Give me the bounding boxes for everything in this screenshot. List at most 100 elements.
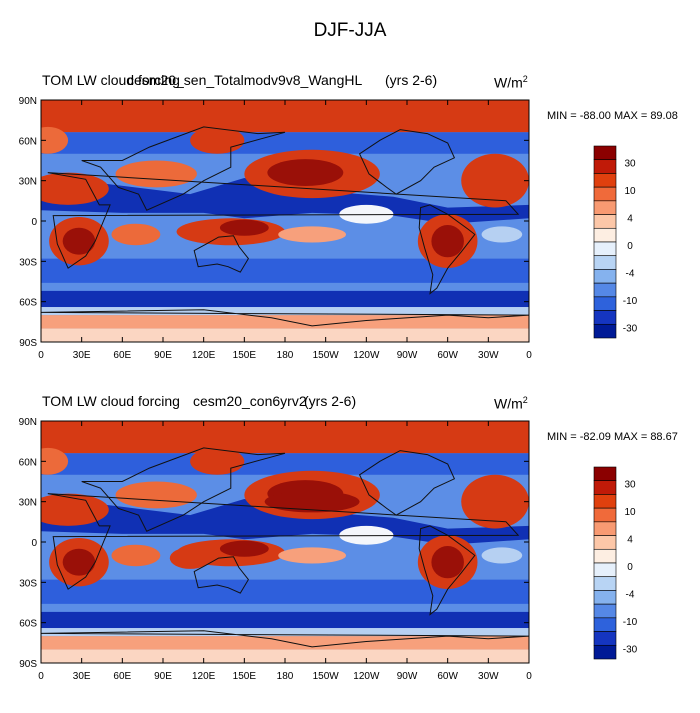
blob-north-atlantic xyxy=(461,474,529,529)
lon-tick-label: 150E xyxy=(233,350,257,361)
lon-tick-label: 180 xyxy=(277,671,294,682)
lon-tick-label: 180 xyxy=(277,350,294,361)
lat-tick-label: 0 xyxy=(31,538,37,549)
lat-tick-label: 90N xyxy=(19,96,37,107)
lat-tick-label: 60N xyxy=(19,136,37,147)
lon-tick-label: 150W xyxy=(313,671,340,682)
colorbar-swatch xyxy=(593,603,617,619)
colorbar-swatch xyxy=(593,159,617,174)
lon-tick-label: 60E xyxy=(113,671,131,682)
lon-tick-label: 30E xyxy=(73,350,91,361)
lat-tick-label: 60N xyxy=(19,457,37,468)
lat-tick-label: 60S xyxy=(19,619,37,630)
blob-north-tropics xyxy=(41,178,529,224)
lon-tick-label: 90W xyxy=(397,350,418,361)
panel-case-label: cesm20_con6yrv2 xyxy=(193,393,307,409)
lon-tick-label: 0 xyxy=(38,350,44,361)
colorbar-label: 10 xyxy=(624,507,636,518)
colorbar-label: -4 xyxy=(626,268,635,279)
colorbar-swatch xyxy=(593,507,617,523)
band-arctic xyxy=(41,100,529,133)
coastline-2 xyxy=(418,204,476,295)
band-south-storm xyxy=(41,290,529,308)
band-south-ice xyxy=(41,628,529,637)
colorbar-label: -30 xyxy=(623,323,638,334)
panel-variable-label: TOM LW cloud forcing xyxy=(42,393,180,409)
colorbar-swatch xyxy=(593,255,617,270)
lon-tick-label: 90E xyxy=(154,350,172,361)
units-label: W/m2 xyxy=(494,395,528,412)
colorbar-swatch xyxy=(593,241,617,257)
colorbar-swatch xyxy=(593,576,617,591)
blob-south-america-core xyxy=(431,546,464,579)
band-antarctic xyxy=(41,636,529,650)
colorbar-swatch xyxy=(593,644,617,660)
band-south-ice xyxy=(41,307,529,316)
colorbar-swatch xyxy=(593,227,617,243)
blob-australia-west xyxy=(169,547,211,569)
colorbar-label: 10 xyxy=(624,186,636,197)
colorbar: 30 10 4 0 -4 -10 -30 xyxy=(593,466,638,660)
lon-tick-label: 30E xyxy=(73,671,91,682)
lat-tick-label: 30N xyxy=(19,498,37,509)
blob-asia xyxy=(115,481,197,509)
coastline-1 xyxy=(193,556,250,594)
colorbar-swatch xyxy=(593,145,617,161)
coastline-3 xyxy=(358,129,456,195)
lat-tick-label: 30S xyxy=(19,578,37,589)
lon-tick-label: 60W xyxy=(437,671,458,682)
colorbar-swatch xyxy=(593,282,617,298)
blob-europe xyxy=(41,447,69,475)
lon-tick-label: 60W xyxy=(437,350,458,361)
coastline-4 xyxy=(81,126,286,211)
coastline-3 xyxy=(358,450,456,516)
lon-tick-label: 150W xyxy=(313,350,340,361)
band-arctic xyxy=(41,421,529,454)
blob-europe xyxy=(41,126,69,154)
colorbar-swatch xyxy=(593,200,617,215)
blob-sahara xyxy=(41,493,109,526)
panel-case-label: cesm20_sen_Totalmodv9v8_WangHL xyxy=(127,72,363,88)
coastline-5 xyxy=(41,309,529,327)
colorbar-label: 4 xyxy=(627,535,633,546)
blob-north-pacific-strong xyxy=(264,490,360,513)
blob-north-atlantic xyxy=(461,153,529,208)
blob-indian-ocean xyxy=(111,544,161,567)
colorbar-swatch xyxy=(593,548,617,564)
lat-tick-label: 30S xyxy=(19,257,37,268)
blob-spcz xyxy=(278,226,346,243)
lat-tick-label: 30N xyxy=(19,177,37,188)
colorbar-label: 0 xyxy=(627,241,633,252)
lon-tick-label: 30W xyxy=(478,350,499,361)
lat-tick-label: 90S xyxy=(19,338,37,349)
lon-tick-label: 90W xyxy=(397,671,418,682)
colorbar-label: -10 xyxy=(623,296,638,307)
blob-north-tropics xyxy=(41,499,529,545)
lat-tick-label: 60S xyxy=(19,298,37,309)
colorbar-label: 0 xyxy=(627,562,633,573)
blob-south-atlantic xyxy=(481,226,523,243)
colorbar-swatch xyxy=(593,310,617,325)
coastline-1 xyxy=(193,235,250,273)
colorbar-label: 30 xyxy=(624,480,636,491)
colorbar-swatch xyxy=(593,214,617,229)
coastline-5 xyxy=(41,630,529,648)
colorbar: 30 10 4 0 -4 -10 -30 xyxy=(593,145,638,339)
blob-indian-ocean xyxy=(111,223,161,246)
min-max-label: MIN = -88.00 MAX = 89.08 xyxy=(547,110,678,122)
lon-tick-label: 90E xyxy=(154,671,172,682)
colorbar-swatch xyxy=(593,521,617,536)
coastline-2 xyxy=(418,525,476,616)
panel-variable-label: TOM LW cloud forcing xyxy=(42,72,180,88)
lon-tick-label: 120E xyxy=(192,350,216,361)
blob-south-africa-core xyxy=(62,548,96,576)
lon-tick-label: 0 xyxy=(526,671,532,682)
lon-tick-label: 60E xyxy=(113,350,131,361)
colorbar-swatch xyxy=(593,480,617,495)
band-antarctic xyxy=(41,315,529,329)
lat-tick-label: 0 xyxy=(31,217,37,228)
colorbar-swatch xyxy=(593,494,617,509)
lon-tick-label: 30W xyxy=(478,671,499,682)
